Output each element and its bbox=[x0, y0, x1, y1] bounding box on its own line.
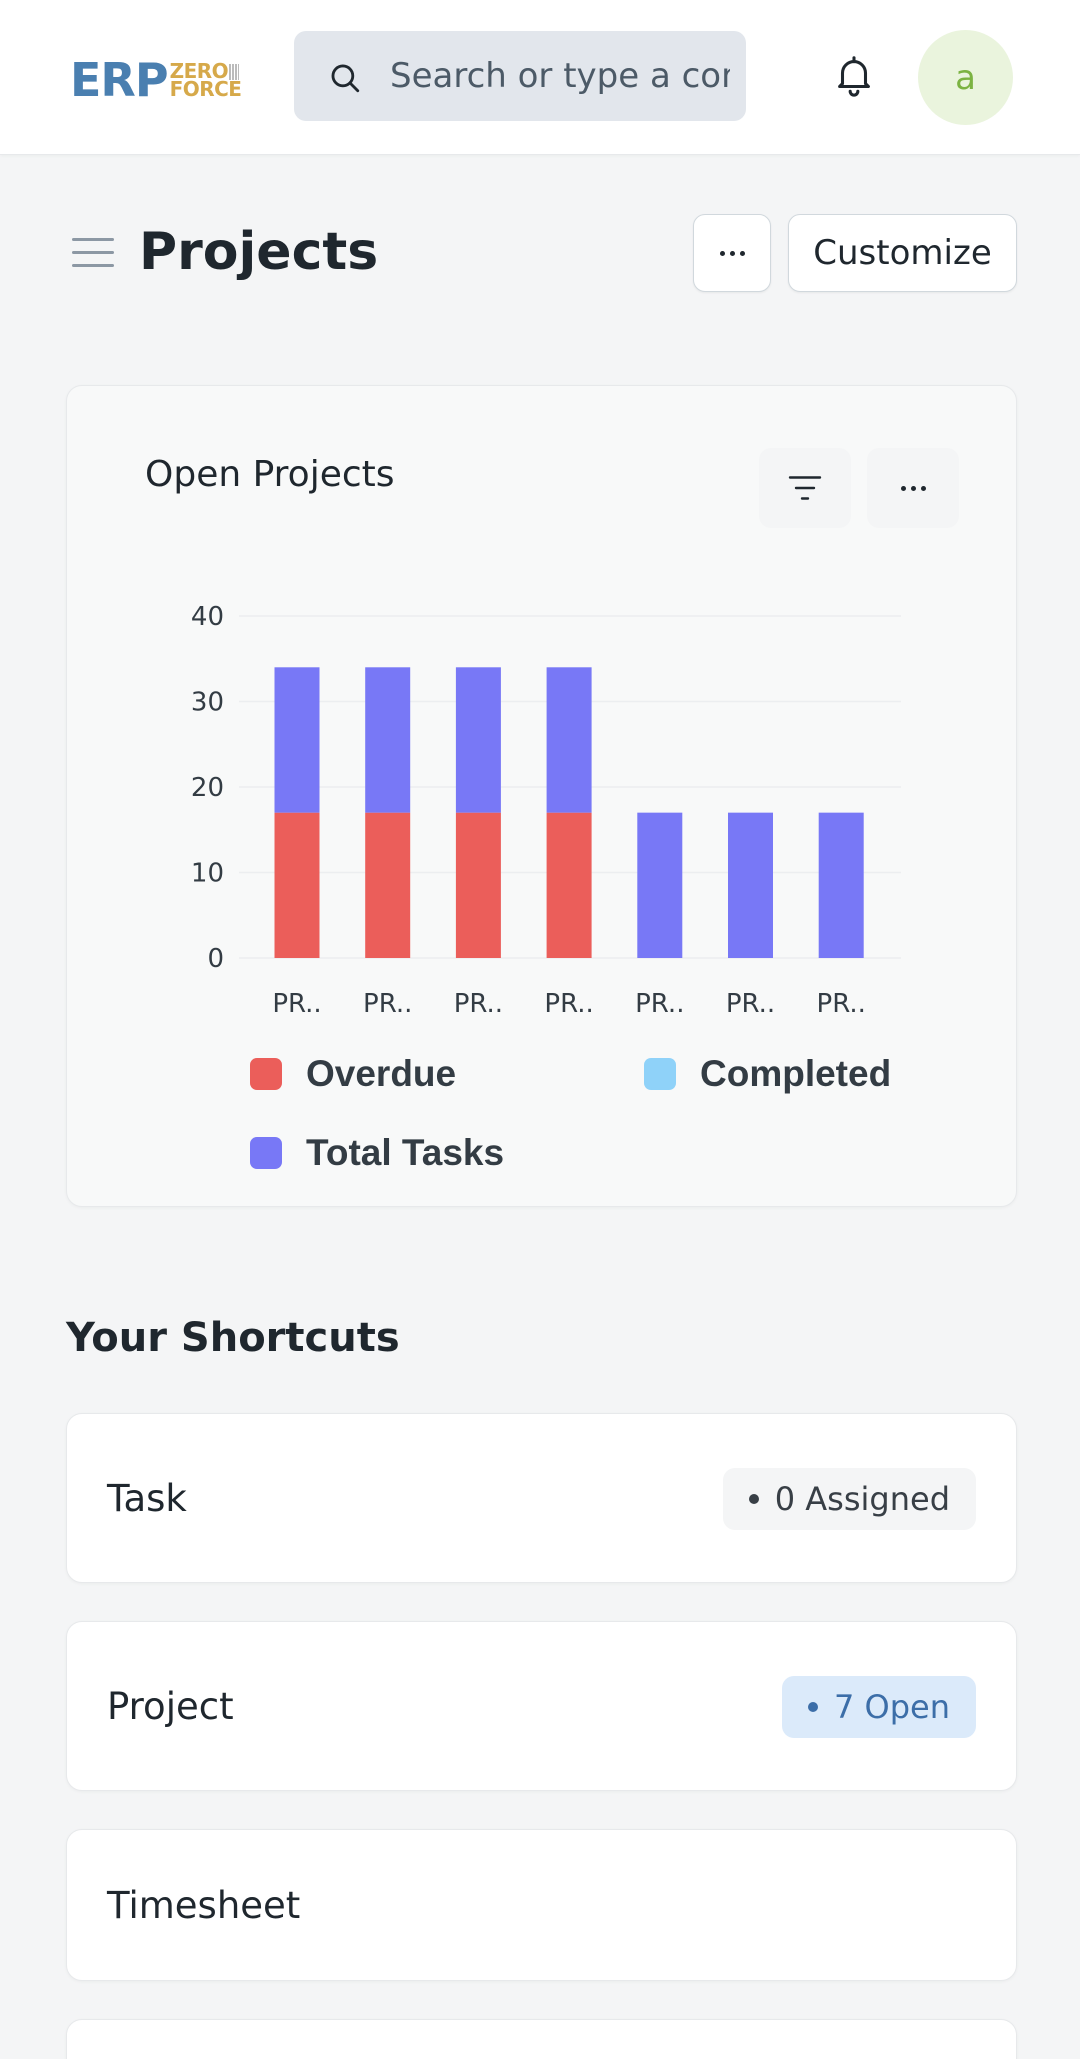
y-tick-label: 30 bbox=[191, 688, 224, 718]
bar-total-tasks bbox=[365, 667, 411, 813]
customize-button[interactable]: Customize bbox=[788, 214, 1017, 292]
bar-total-tasks bbox=[728, 812, 773, 958]
y-tick-label: 40 bbox=[191, 602, 224, 632]
sidebar-toggle-icon[interactable] bbox=[72, 238, 114, 270]
x-tick-label: PR.. bbox=[635, 989, 684, 1019]
badge-text: 7 Open bbox=[834, 1688, 950, 1726]
avatar-letter: a bbox=[955, 57, 976, 98]
x-tick-label: PR.. bbox=[726, 989, 775, 1019]
bar-total-tasks bbox=[546, 667, 592, 813]
legend-item-overdue[interactable]: Overdue bbox=[250, 1053, 456, 1095]
x-tick-label: PR.. bbox=[544, 989, 593, 1019]
badge-text: 0 Assigned bbox=[774, 1480, 950, 1518]
shortcut-label: Project bbox=[107, 1685, 234, 1728]
chart-filter-button[interactable] bbox=[759, 448, 851, 528]
bar-total-tasks bbox=[637, 812, 683, 958]
shortcut-label: Task bbox=[107, 1477, 187, 1520]
bar-overdue bbox=[455, 812, 501, 958]
logo-force-text: FORCE bbox=[169, 77, 242, 102]
status-badge: 7 Open bbox=[782, 1676, 976, 1738]
filter-icon bbox=[788, 476, 822, 500]
shortcut-task[interactable]: Task 0 Assigned bbox=[66, 1413, 1017, 1583]
legend-label: Overdue bbox=[306, 1053, 457, 1094]
shortcuts-title: Your Shortcuts bbox=[66, 1315, 400, 1361]
y-tick-label: 20 bbox=[191, 773, 224, 803]
x-tick-label: PR.. bbox=[272, 989, 321, 1019]
legend-swatch bbox=[644, 1058, 676, 1090]
legend-swatch bbox=[250, 1058, 282, 1090]
bar-overdue bbox=[365, 812, 411, 958]
user-avatar[interactable]: a bbox=[918, 30, 1013, 125]
legend-label: Total Tasks bbox=[306, 1132, 505, 1173]
legend-label: Completed bbox=[700, 1053, 892, 1094]
x-tick-label: PR.. bbox=[454, 989, 503, 1019]
x-tick-label: PR.. bbox=[817, 989, 866, 1019]
legend-item-total-tasks[interactable]: Total Tasks bbox=[250, 1132, 504, 1174]
navbar: ERP ZERO FORCE a bbox=[0, 0, 1080, 155]
chart-more-button[interactable] bbox=[867, 448, 959, 528]
search-input[interactable] bbox=[390, 31, 730, 121]
logo-secondary: ZERO FORCE bbox=[169, 58, 242, 102]
legend-item-completed[interactable]: Completed bbox=[644, 1053, 891, 1095]
bar-overdue bbox=[274, 812, 320, 958]
bar-chart: 0 10 20 30 40 PR.. PR.. PR.. PR.. PR.. PR.. PR.. bbox=[191, 602, 901, 1019]
bar-total-tasks bbox=[818, 812, 864, 958]
bullet-icon bbox=[808, 1702, 818, 1712]
bar-total-tasks bbox=[274, 667, 320, 813]
legend-swatch bbox=[250, 1137, 282, 1169]
brand-logo[interactable]: ERP ZERO FORCE bbox=[70, 53, 242, 107]
logo-zero-text: ZERO bbox=[169, 58, 229, 83]
notification-bell-icon[interactable] bbox=[831, 51, 877, 99]
page-title: Projects bbox=[139, 222, 379, 282]
y-tick-label: 0 bbox=[207, 944, 224, 974]
bar-total-tasks bbox=[455, 667, 501, 813]
shortcut-label: Timesheet bbox=[107, 1884, 301, 1927]
search-bar[interactable] bbox=[294, 31, 746, 121]
bullet-icon bbox=[748, 1494, 759, 1504]
shortcut-timesheet[interactable]: Timesheet bbox=[66, 1829, 1017, 1981]
more-dots-icon bbox=[900, 485, 926, 491]
chart-title: Open Projects bbox=[145, 454, 395, 495]
x-tick-label: PR.. bbox=[363, 989, 412, 1019]
logo-bars-icon bbox=[229, 64, 240, 81]
search-icon bbox=[331, 64, 360, 93]
shortcut-project[interactable]: Project 7 Open bbox=[66, 1621, 1017, 1791]
logo-primary-text: ERP bbox=[70, 53, 169, 107]
bar-overdue bbox=[546, 812, 592, 958]
shortcut-next[interactable] bbox=[66, 2019, 1017, 2059]
status-badge: 0 Assigned bbox=[722, 1468, 976, 1530]
open-projects-card: Open Projects 0 10 20 30 40 PR.. PR.. PR.. PR.. P… bbox=[66, 385, 1017, 1207]
more-dots-icon bbox=[719, 250, 745, 256]
y-tick-label: 10 bbox=[191, 859, 224, 889]
page-more-button[interactable] bbox=[693, 214, 771, 292]
